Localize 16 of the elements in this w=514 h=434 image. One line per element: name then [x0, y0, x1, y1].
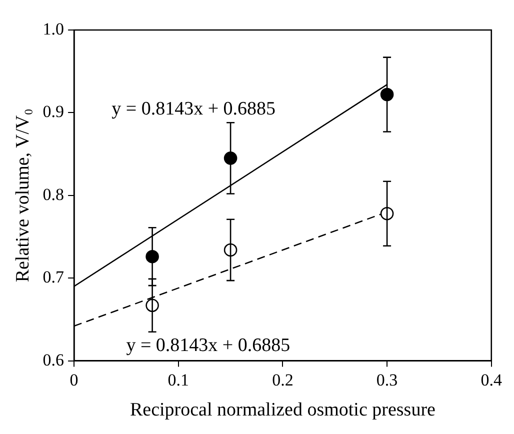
x-tick-label: 0.2: [272, 370, 294, 390]
annotation: y = 0.8143x + 0.6885: [126, 334, 290, 356]
x-tick-label: 0.4: [480, 370, 502, 390]
point: [224, 152, 238, 165]
y-tick-label: 0.9: [42, 102, 64, 122]
x-tick-label: 0: [70, 370, 78, 390]
y-tick-label: 1.0: [42, 19, 64, 38]
y-tick-label: 0.8: [42, 184, 64, 204]
x-axis-title: Reciprocal normalized osmotic pressure: [130, 400, 436, 421]
y-tick-label: 0.6: [42, 350, 64, 370]
x-tick-label: 0.3: [376, 370, 398, 390]
annotation: y = 0.8143x + 0.6885: [112, 98, 276, 120]
y-axis-title: Relative volume, V/V₀: [12, 108, 34, 282]
y-tick-label: 0.7: [42, 268, 65, 287]
x-tick-label: 0.1: [168, 370, 190, 390]
point: [380, 88, 394, 102]
